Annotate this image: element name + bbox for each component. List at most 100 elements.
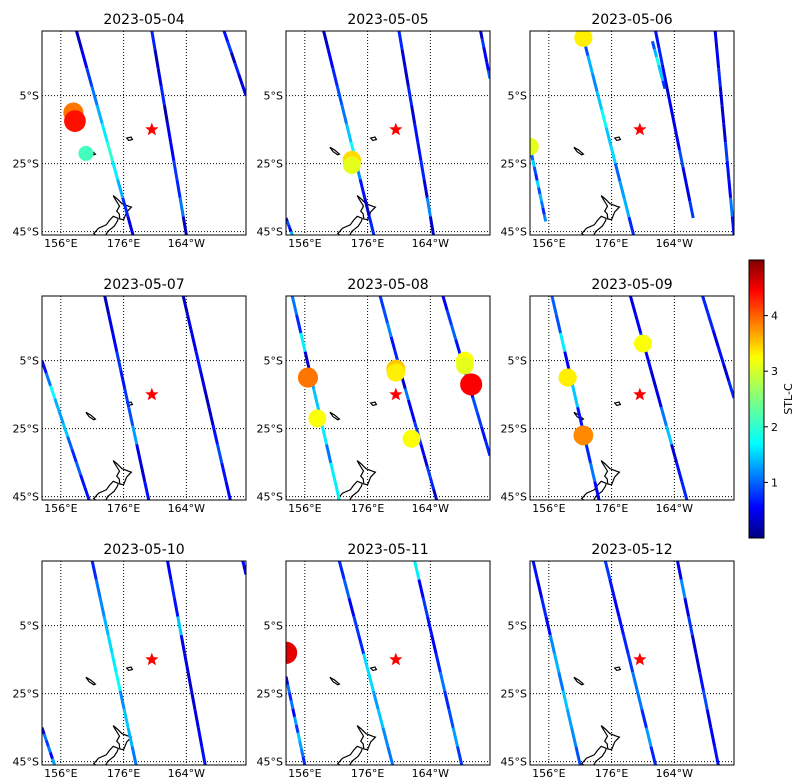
track-segment bbox=[535, 180, 541, 188]
x-tick-label: 156°E bbox=[532, 767, 565, 780]
track-segment bbox=[322, 31, 330, 50]
track-segment bbox=[345, 123, 353, 143]
track-segment bbox=[557, 671, 565, 692]
coastline bbox=[580, 745, 608, 765]
event-marker bbox=[456, 356, 474, 375]
y-tick-label: 5°S bbox=[20, 355, 39, 368]
track-segment bbox=[679, 579, 687, 599]
track-segment bbox=[342, 579, 351, 599]
track-segment bbox=[335, 86, 344, 106]
satellite-track bbox=[222, 31, 246, 97]
track-segment bbox=[176, 616, 183, 636]
track-segment bbox=[659, 72, 665, 82]
track-segment bbox=[207, 406, 215, 427]
coastline bbox=[125, 136, 134, 142]
event-marker bbox=[573, 425, 594, 446]
track-segment bbox=[725, 160, 731, 180]
track-segment bbox=[111, 332, 119, 352]
y-tick-label: 25°S bbox=[501, 423, 527, 436]
track-segment bbox=[727, 179, 733, 199]
track-segment bbox=[130, 746, 138, 765]
track-segment bbox=[631, 671, 639, 692]
satellite-track bbox=[413, 561, 464, 765]
track-segment bbox=[701, 296, 710, 314]
track-segment bbox=[299, 748, 305, 758]
satellite-track bbox=[181, 296, 232, 500]
track-segment bbox=[123, 388, 131, 408]
panel-title: 2023-05-12 bbox=[591, 542, 672, 558]
track-segment bbox=[659, 406, 668, 427]
x-tick-label: 176°E bbox=[351, 237, 384, 250]
track-segment bbox=[289, 231, 294, 235]
track-segment bbox=[220, 462, 228, 482]
x-tick-label: 164°W bbox=[168, 502, 205, 515]
satellite-track bbox=[701, 296, 734, 399]
track-segment bbox=[159, 86, 166, 106]
track-segment bbox=[419, 443, 426, 456]
panel-grid: 2023-05-04 156°E 176°E 164°W 5°S 25°S 45°S 2023… bbox=[13, 12, 735, 780]
track-segment bbox=[678, 149, 685, 168]
track-segment bbox=[613, 162, 622, 182]
track-segment bbox=[181, 216, 188, 235]
satellite-track bbox=[400, 377, 439, 500]
track-segment bbox=[538, 193, 543, 202]
colorbar-tick-label: 3 bbox=[771, 365, 778, 378]
track-segment bbox=[320, 425, 328, 445]
track-segment bbox=[337, 561, 346, 580]
satellite-track bbox=[713, 31, 734, 235]
track-segment bbox=[416, 142, 423, 162]
track-segment bbox=[293, 716, 298, 726]
track-segment bbox=[325, 444, 333, 464]
track-segment bbox=[326, 49, 335, 69]
map-panel: 2023-05-12 156°E 176°E 164°W 5°S 25°S 45°S bbox=[501, 542, 735, 780]
track-segment bbox=[74, 461, 82, 476]
track-segment bbox=[664, 425, 673, 445]
track-segment bbox=[352, 616, 361, 636]
track-segment bbox=[367, 216, 376, 235]
track-segment bbox=[422, 179, 429, 199]
track-segment bbox=[105, 141, 114, 162]
track-segment bbox=[90, 561, 98, 580]
x-tick-label: 176°E bbox=[595, 237, 628, 250]
coastline bbox=[336, 215, 364, 235]
track-segment bbox=[371, 690, 380, 710]
track-segment bbox=[718, 86, 724, 106]
event-marker bbox=[343, 156, 361, 175]
track-segment bbox=[153, 49, 160, 69]
track-segment bbox=[722, 363, 731, 382]
map-panel: 2023-05-06 156°E 176°E 164°W 5°S 25°S 45°S bbox=[501, 12, 735, 250]
panel-frame bbox=[285, 295, 491, 501]
x-tick-label: 176°E bbox=[351, 502, 384, 515]
x-tick-label: 156°E bbox=[288, 767, 321, 780]
y-tick-label: 45°S bbox=[257, 491, 283, 504]
track-segment bbox=[570, 727, 578, 747]
satellite-track bbox=[676, 561, 720, 765]
track-segment bbox=[114, 671, 122, 692]
coastline bbox=[329, 146, 341, 156]
panel-frame bbox=[41, 295, 247, 501]
event-marker bbox=[386, 363, 405, 382]
track-segment bbox=[441, 296, 449, 311]
track-segment bbox=[571, 388, 580, 408]
coastline bbox=[356, 725, 377, 751]
coastline bbox=[329, 411, 341, 421]
track-segment bbox=[156, 67, 163, 87]
satellite-track bbox=[550, 296, 601, 500]
track-segment bbox=[456, 746, 464, 765]
panel-frame bbox=[529, 295, 735, 501]
track-segment bbox=[169, 142, 176, 162]
panel-title: 2023-05-04 bbox=[103, 12, 184, 28]
track-segment bbox=[532, 166, 538, 175]
coastline bbox=[329, 676, 341, 686]
satellite-track bbox=[531, 561, 582, 765]
track-segment bbox=[397, 31, 404, 50]
star-marker bbox=[145, 652, 159, 666]
panel-frame bbox=[529, 30, 735, 236]
x-tick-label: 156°E bbox=[532, 502, 565, 515]
track-segment bbox=[483, 54, 489, 64]
track-segment bbox=[683, 597, 691, 617]
track-segment bbox=[661, 80, 667, 90]
track-segment bbox=[584, 444, 592, 464]
track-segment bbox=[287, 224, 292, 229]
x-tick-label: 176°E bbox=[351, 767, 384, 780]
